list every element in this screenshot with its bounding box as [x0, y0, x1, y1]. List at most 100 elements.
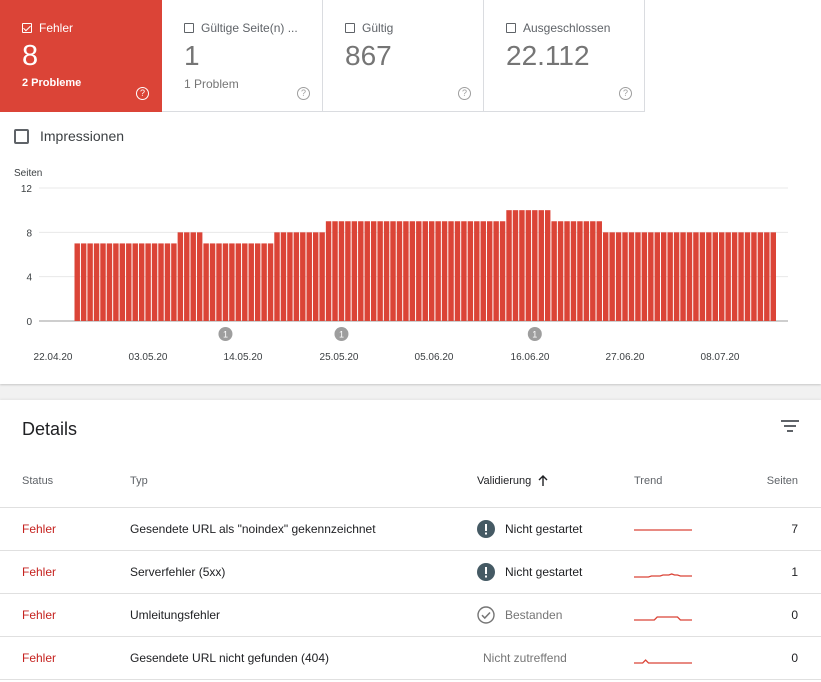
x-tick-label: 14.05.20	[224, 352, 263, 363]
chart-bar	[512, 210, 519, 321]
chart-bar	[648, 232, 654, 321]
chart-bar	[751, 232, 757, 321]
filter-icon[interactable]	[781, 419, 799, 433]
chart-bar	[132, 243, 138, 321]
exclamation-icon	[477, 563, 495, 581]
chart-bar	[126, 243, 132, 321]
column-header-status[interactable]: Status	[22, 475, 54, 487]
chart-bar	[345, 221, 351, 321]
row-pages: 0	[791, 608, 798, 622]
chart-bar	[474, 221, 480, 321]
chart-bar	[242, 243, 248, 321]
chart-bar	[654, 232, 660, 321]
chart-bar	[306, 232, 312, 321]
annotation-label: 1	[223, 330, 228, 340]
chart-bar	[377, 221, 383, 321]
chart-bar	[390, 221, 396, 321]
chart-bar	[744, 232, 751, 321]
chart-bar	[738, 232, 744, 321]
chart-bar	[615, 232, 622, 321]
chart-bar	[416, 221, 422, 321]
help-icon[interactable]: ?	[458, 87, 471, 100]
y-axis-label: Seiten	[14, 168, 42, 179]
table-row[interactable]: Fehler Gesendete URL nicht gefunden (404)…	[0, 636, 821, 679]
chart-bar	[764, 232, 770, 321]
impressions-label: Impressionen	[40, 128, 125, 144]
chart-bar	[673, 232, 680, 321]
chart-bar	[164, 243, 171, 321]
checkbox-valid-with-warnings[interactable]	[184, 23, 194, 33]
column-header-pages[interactable]: Seiten	[766, 475, 798, 487]
chart-bar	[525, 210, 532, 321]
column-header-trend[interactable]: Trend	[634, 475, 663, 487]
chart-bar	[235, 243, 242, 321]
summary-card: Fehler 8 2 Probleme ? Gültige Seite(n) .…	[0, 0, 821, 384]
tile-valid-with-warnings[interactable]: Gültige Seite(n) ... 1 1 Problem ?	[162, 0, 323, 112]
row-type: Gesendete URL nicht gefunden (404)	[130, 651, 330, 665]
trend-sparkline	[634, 529, 692, 531]
tile-value: 1	[184, 40, 200, 71]
column-header-validation-label: Validierung	[477, 475, 532, 487]
row-trend	[634, 551, 692, 593]
row-validation-label: Bestanden	[505, 608, 563, 622]
annotation-marker[interactable]	[334, 327, 349, 341]
tile-subtitle: 2 Probleme	[22, 77, 82, 89]
chart-bar	[261, 243, 267, 321]
tile-valid[interactable]: Gültig 867 ?	[323, 0, 484, 112]
chart-bar	[358, 221, 364, 321]
annotation-marker[interactable]	[218, 327, 233, 341]
tile-label: Gültige Seite(n) ...	[201, 21, 298, 35]
chart-bar	[119, 243, 126, 321]
table-row[interactable]: Fehler Gesendete URL als "noindex" gekenn…	[0, 507, 821, 550]
row-pages: 7	[791, 522, 798, 536]
chart-bar	[338, 221, 345, 321]
annotation-label: 1	[339, 330, 344, 340]
column-header-validation[interactable]: Validierung	[477, 475, 549, 487]
chart-bar	[80, 243, 87, 321]
impressions-toggle[interactable]: Impressionen	[14, 128, 124, 144]
chart-bar	[667, 232, 673, 321]
row-status: Fehler	[22, 651, 57, 665]
chart-bar	[596, 221, 602, 321]
table-row[interactable]: Fehler Serverfehler (5xx) Nicht gestartet 1	[0, 550, 821, 593]
sort-arrow-up-icon[interactable]	[537, 475, 549, 487]
checkbox-valid[interactable]	[345, 23, 355, 33]
chart-bar	[577, 221, 583, 321]
tile-subtitle: 1 Problem	[184, 77, 239, 91]
row-validation: Nicht zutreffend	[477, 637, 567, 679]
column-header-type[interactable]: Typ	[130, 475, 148, 487]
help-icon[interactable]: ?	[297, 87, 310, 100]
chart-bar	[325, 221, 332, 321]
chart-bar	[706, 232, 712, 321]
chart-bar	[145, 243, 151, 321]
tile-excluded[interactable]: Ausgeschlossen 22.112 ?	[484, 0, 645, 112]
chart-bar	[609, 232, 615, 321]
chart-bar	[570, 221, 577, 321]
chart-bar	[422, 221, 428, 321]
annotation-marker[interactable]	[527, 327, 542, 341]
help-icon[interactable]: ?	[619, 87, 632, 100]
annotation-label: 1	[532, 330, 537, 340]
tile-errors[interactable]: Fehler 8 2 Probleme ?	[0, 0, 162, 112]
row-status: Fehler	[22, 608, 57, 622]
chart-bar	[158, 243, 164, 321]
tile-label: Fehler	[39, 21, 74, 35]
status-tiles: Fehler 8 2 Probleme ? Gültige Seite(n) .…	[0, 0, 645, 113]
checkbox-excluded[interactable]	[506, 23, 516, 33]
help-icon[interactable]: ?	[136, 87, 149, 100]
impressions-checkbox[interactable]	[14, 128, 29, 144]
chart-bar	[216, 243, 222, 321]
x-tick-label: 05.06.20	[415, 352, 454, 363]
chart-bar	[461, 221, 467, 321]
chart-bar	[441, 221, 448, 321]
row-validation: Nicht gestartet	[477, 508, 582, 550]
chart-bar	[635, 232, 641, 321]
table-row[interactable]: Fehler Umleitungsfehler Bestanden 0	[0, 593, 821, 636]
chart-bar	[532, 210, 538, 321]
tile-label: Ausgeschlossen	[523, 21, 611, 35]
chart-bar	[171, 243, 177, 321]
row-type: Serverfehler (5xx)	[130, 565, 226, 579]
checkbox-errors[interactable]	[22, 23, 32, 33]
tile-value: 8	[22, 40, 39, 72]
chart-bar	[403, 221, 409, 321]
